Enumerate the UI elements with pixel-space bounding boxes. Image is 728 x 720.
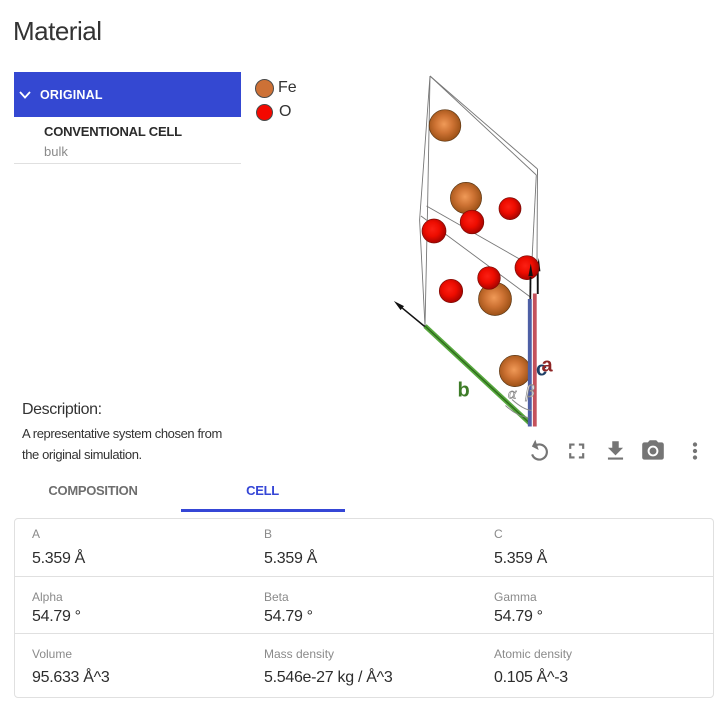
svg-text:c: c <box>536 359 547 381</box>
svg-text:b: b <box>458 380 470 402</box>
svg-text:β: β <box>525 381 535 401</box>
svg-text:α: α <box>508 386 517 403</box>
svg-text:a: a <box>542 355 554 377</box>
